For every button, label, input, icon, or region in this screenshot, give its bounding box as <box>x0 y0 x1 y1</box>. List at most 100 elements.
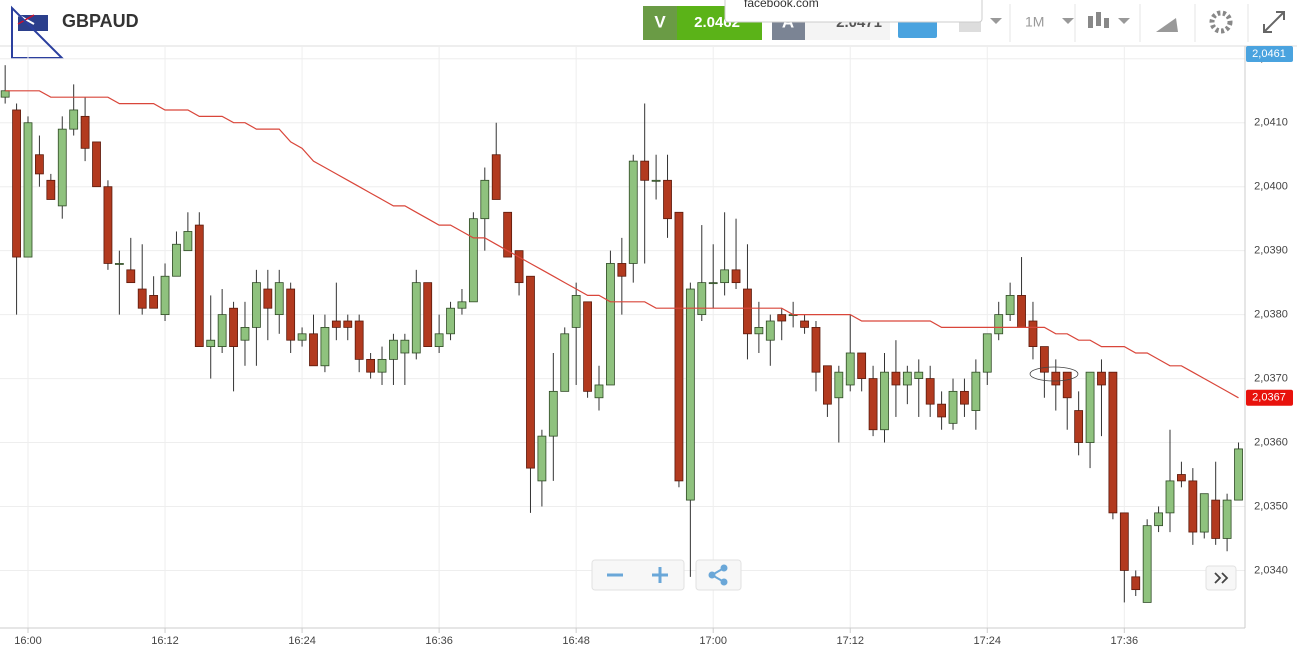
candle-body <box>503 211 513 258</box>
candle-body <box>286 288 296 341</box>
candle-body <box>1085 371 1095 443</box>
candle-body <box>1199 493 1209 533</box>
plot-area <box>0 46 1245 628</box>
candle-body <box>925 378 935 405</box>
settings-icon[interactable] <box>1209 10 1233 34</box>
candle-body <box>720 269 730 284</box>
candle-body <box>834 371 844 399</box>
candle-body <box>982 333 992 373</box>
popup <box>724 0 983 23</box>
candle-body <box>480 179 490 220</box>
price-flag <box>1246 46 1293 62</box>
candle-body <box>309 333 318 367</box>
candle-body <box>960 390 969 405</box>
candle-body <box>1154 512 1163 527</box>
candle-body <box>57 128 67 207</box>
x-tick-label: 16:12 <box>151 635 179 647</box>
annotation-ellipse <box>1029 366 1079 382</box>
x-tick-label: 17:36 <box>1111 635 1139 647</box>
candle-body <box>1051 371 1061 386</box>
candle-body <box>1234 448 1243 501</box>
candle-body <box>354 320 364 360</box>
candle-body <box>880 371 889 431</box>
candle-body <box>126 269 136 284</box>
candle-body <box>183 231 193 252</box>
candle-body <box>137 288 147 309</box>
y-tick-label: 2,0390 <box>1254 245 1288 257</box>
x-tick-label: 17:12 <box>836 635 864 647</box>
candle-body <box>160 275 170 316</box>
candle-body <box>423 282 433 347</box>
candle-body <box>1062 371 1072 399</box>
candle-body <box>194 224 204 347</box>
candle-body <box>777 314 787 322</box>
dropdown-arrow <box>990 18 1002 24</box>
candle-body <box>971 371 981 411</box>
y-tick-label: 2,0370 <box>1254 372 1288 384</box>
candle-body <box>743 288 752 335</box>
y-tick-label: 2,0380 <box>1254 309 1288 321</box>
candle-body <box>457 301 467 309</box>
candle-body <box>1017 295 1026 328</box>
candle-body <box>902 371 912 386</box>
moving-average-line <box>5 90 1239 399</box>
candle-body <box>343 320 353 328</box>
candle-body <box>331 320 341 328</box>
x-tick-label: 17:24 <box>974 635 1002 647</box>
candle-body <box>765 320 775 341</box>
x-tick-label: 16:00 <box>14 635 42 647</box>
candle-body <box>811 327 821 373</box>
candle-body <box>537 435 547 482</box>
candle-body <box>23 122 33 258</box>
scroll-end-icon <box>1214 572 1229 584</box>
zoom-controls <box>591 559 685 591</box>
candle-body <box>1005 295 1015 316</box>
candle-body <box>651 179 661 182</box>
candle-body <box>366 358 376 373</box>
candle-body <box>229 307 238 347</box>
annotation-triangle <box>11 5 65 59</box>
sell-label: V <box>654 12 666 31</box>
candle-body <box>1131 576 1141 591</box>
candle-body <box>389 339 398 360</box>
candle-body <box>1177 474 1186 482</box>
fullscreen-icon[interactable] <box>1263 11 1285 33</box>
candle-body <box>937 403 946 418</box>
share-icon <box>708 564 728 586</box>
candle-body <box>617 263 627 277</box>
candle-body <box>754 327 764 335</box>
candle-body <box>708 282 718 285</box>
candle-body <box>251 282 261 328</box>
candle-body <box>845 352 855 386</box>
candle-body <box>1028 320 1038 347</box>
candle-body <box>548 390 558 437</box>
zoom-in-button[interactable] <box>652 567 668 583</box>
candle-body <box>697 282 707 316</box>
candle-body <box>868 378 878 431</box>
candles-icon[interactable] <box>1088 12 1109 28</box>
candle-body <box>434 333 444 347</box>
candle-body <box>1222 499 1232 539</box>
draw-icon[interactable] <box>1156 18 1178 32</box>
candle-body <box>114 263 124 265</box>
candle-body <box>514 250 524 284</box>
candle-body <box>628 160 638 264</box>
candle-body <box>103 186 113 264</box>
share-button[interactable] <box>695 559 742 591</box>
sell-button[interactable] <box>643 6 677 40</box>
price-flag <box>1246 389 1293 406</box>
candle-body <box>1108 371 1118 514</box>
price-flag-label: 2,0367 <box>1252 392 1286 404</box>
y-tick-label: 2,0400 <box>1254 181 1288 193</box>
y-tick-label: 2,0350 <box>1254 500 1288 512</box>
candle-body <box>640 160 650 181</box>
candle-body <box>1188 480 1198 533</box>
candle-body <box>217 314 227 347</box>
candle-body <box>446 307 455 335</box>
x-tick-label: 16:24 <box>288 635 316 647</box>
candle-body <box>1165 480 1175 514</box>
candle-body <box>35 154 44 175</box>
candle-body <box>1211 499 1221 539</box>
timeframe[interactable]: 1M <box>1025 14 1044 30</box>
